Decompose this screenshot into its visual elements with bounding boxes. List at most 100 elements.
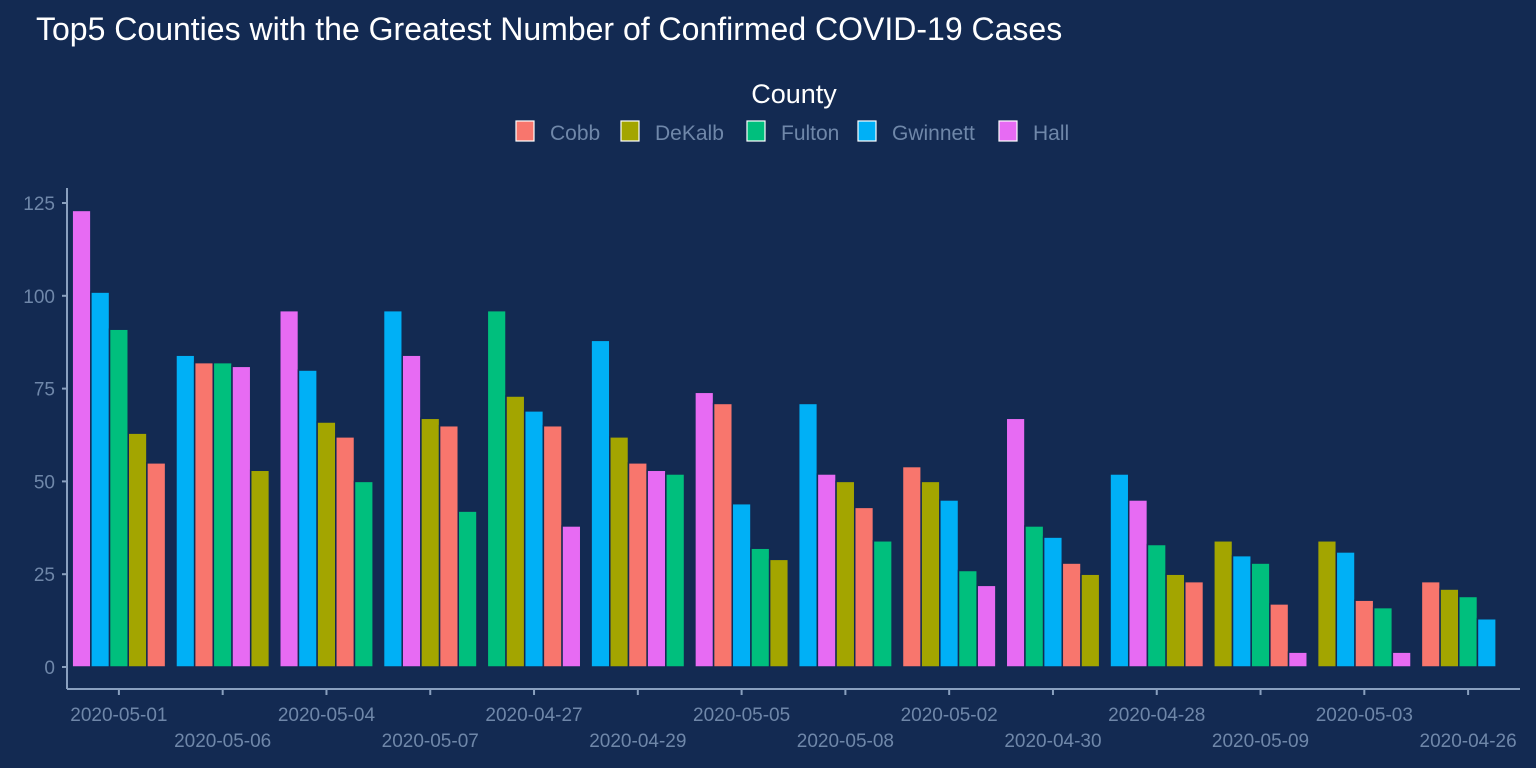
x-tick-label: 2020-05-09: [1212, 731, 1309, 752]
x-tick-label: 2020-05-08: [797, 731, 894, 752]
bar-dekalb-2020-04-26: [1439, 588, 1460, 668]
bar-dekalb-2020-05-01: [127, 432, 148, 668]
bar-dekalb-2020-05-08: [835, 480, 856, 668]
bar-fulton-2020-05-09: [1250, 562, 1271, 668]
bar-dekalb-2020-04-29: [609, 436, 630, 668]
chart-title: Top5 Counties with the Greatest Number o…: [36, 11, 1062, 47]
bar-gwinnett-2020-05-03: [1335, 551, 1356, 668]
bar-fulton-2020-05-05: [750, 547, 771, 668]
bar-dekalb-2020-04-28: [1165, 573, 1186, 668]
bar-cobb-2020-05-04: [335, 436, 356, 668]
y-tick-label: 100: [23, 287, 55, 308]
legend-swatch-hall: [998, 120, 1018, 142]
bar-gwinnett-2020-05-09: [1231, 554, 1252, 668]
bar-dekalb-2020-04-27: [505, 395, 526, 668]
bar-cobb-2020-05-05: [712, 402, 734, 668]
legend-label-cobb: Cobb: [550, 122, 600, 145]
bar-dekalb-2020-05-03: [1316, 540, 1338, 668]
bar-gwinnett-2020-04-29: [590, 339, 611, 668]
bar-hall-2020-04-27: [561, 525, 582, 668]
bar-fulton-2020-05-08: [872, 540, 893, 668]
bar-gwinnett-2020-05-06: [175, 354, 196, 668]
bar-cobb-2020-04-29: [627, 462, 648, 668]
legend-swatch-gwinnett: [857, 120, 877, 142]
bar-fulton-2020-05-01: [108, 328, 129, 668]
bar-dekalb-2020-05-06: [249, 469, 271, 668]
x-tick-label: 2020-04-28: [1108, 705, 1205, 726]
bar-cobb-2020-05-02: [901, 465, 922, 668]
bar-fulton-2020-05-07: [457, 510, 478, 668]
legend-label-fulton: Fulton: [781, 122, 839, 145]
bar-gwinnett-2020-04-28: [1109, 473, 1130, 668]
x-axis: 2020-05-01 2020-05-06 2020-05-04 2020-05-07…: [67, 688, 1520, 752]
x-tick-label: 2020-04-26: [1420, 731, 1517, 752]
bar-cobb-2020-04-30: [1061, 562, 1082, 668]
bar-cobb-2020-04-26: [1420, 580, 1441, 668]
bar-fulton-2020-04-28: [1146, 543, 1167, 668]
bar-hall-2020-05-07: [401, 354, 422, 668]
bar-dekalb-2020-05-09: [1213, 540, 1234, 668]
bar-cobb-2020-05-07: [438, 424, 460, 668]
bar-gwinnett-2020-05-08: [797, 402, 819, 668]
legend-swatch-cobb: [515, 120, 535, 142]
y-tick-label: 75: [34, 380, 55, 401]
bar-gwinnett-2020-05-02: [939, 499, 960, 668]
x-tick-label: 2020-05-01: [70, 705, 167, 726]
legend: Cobb DeKalb Fulton Gwinnett Hall: [515, 120, 1069, 145]
bar-gwinnett-2020-05-07: [382, 309, 403, 668]
y-tick-label: 125: [23, 194, 55, 215]
bar-hall-2020-04-28: [1127, 499, 1149, 668]
bar-gwinnett-2020-05-01: [90, 291, 111, 668]
bar-dekalb-2020-05-07: [420, 417, 441, 668]
bar-fulton-2020-05-03: [1372, 606, 1394, 668]
bars: [71, 209, 1497, 668]
bar-dekalb-2020-04-30: [1080, 573, 1101, 668]
bar-hall-2020-04-30: [1005, 417, 1026, 668]
x-tick-label: 2020-05-04: [278, 705, 376, 726]
bar-hall-2020-04-29: [646, 469, 667, 668]
bar-cobb-2020-04-28: [1184, 580, 1205, 668]
bar-dekalb-2020-05-05: [768, 558, 790, 668]
legend-title: County: [751, 79, 837, 109]
legend-label-dekalb: DeKalb: [655, 122, 724, 145]
x-tick-label: 2020-04-29: [589, 731, 686, 752]
legend-label-hall: Hall: [1033, 122, 1069, 145]
x-tick-label: 2020-05-05: [693, 705, 790, 726]
bar-dekalb-2020-05-04: [316, 421, 337, 668]
y-axis: 0 25 50 75 100 125: [23, 188, 68, 689]
x-tick-label: 2020-04-27: [485, 705, 582, 726]
bar-gwinnett-2020-05-04: [297, 369, 318, 668]
bar-fulton-2020-04-26: [1458, 595, 1479, 668]
bar-cobb-2020-04-27: [542, 424, 563, 668]
x-tick-label: 2020-05-02: [901, 705, 998, 726]
bar-dekalb-2020-05-02: [920, 480, 941, 668]
x-tick-label: 2020-05-03: [1316, 705, 1413, 726]
bar-gwinnett-2020-05-05: [731, 502, 752, 668]
x-tick-label: 2020-04-30: [1004, 731, 1101, 752]
bar-fulton-2020-04-29: [665, 473, 686, 668]
legend-label-gwinnett: Gwinnett: [892, 122, 975, 145]
y-tick-label: 25: [34, 565, 55, 586]
bar-gwinnett-2020-04-30: [1042, 536, 1064, 668]
bar-fulton-2020-04-30: [1024, 525, 1045, 668]
y-tick-label: 0: [44, 658, 55, 679]
legend-swatch-dekalb: [620, 120, 640, 142]
bar-hall-2020-05-09: [1287, 651, 1308, 668]
x-tick-label: 2020-05-06: [174, 731, 271, 752]
bar-cobb-2020-05-03: [1354, 599, 1375, 668]
y-tick-label: 50: [34, 472, 55, 493]
bar-cobb-2020-05-09: [1269, 603, 1290, 668]
bar-fulton-2020-05-02: [957, 569, 978, 668]
x-tick-label: 2020-05-07: [382, 731, 479, 752]
bar-gwinnett-2020-04-27: [523, 410, 545, 668]
legend-swatch-fulton: [746, 120, 766, 142]
bar-hall-2020-05-02: [976, 584, 997, 668]
bar-cobb-2020-05-01: [146, 462, 167, 668]
bar-hall-2020-05-04: [279, 309, 300, 668]
bar-hall-2020-05-06: [231, 365, 252, 668]
bar-hall-2020-05-01: [71, 209, 92, 668]
bar-fulton-2020-05-04: [353, 480, 374, 668]
bar-gwinnett-2020-04-26: [1476, 617, 1497, 668]
bar-cobb-2020-05-06: [193, 361, 215, 668]
